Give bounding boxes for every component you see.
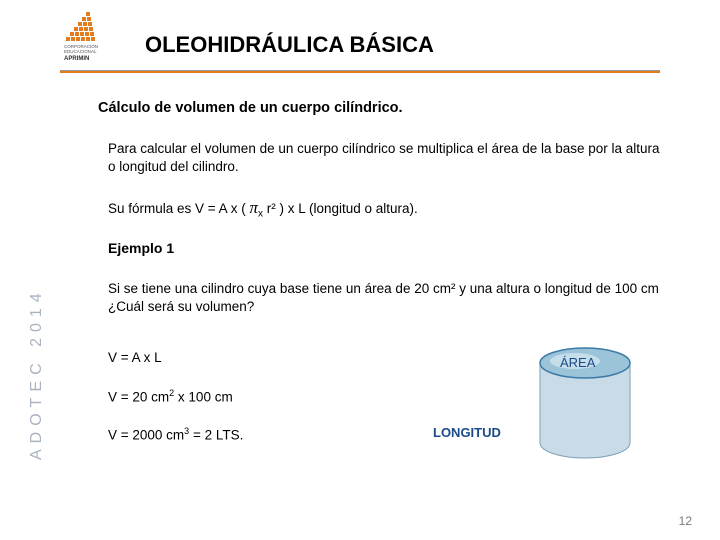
example-question: Si se tiene una cilindro cuya base tiene…	[108, 280, 668, 316]
subtitle: Cálculo de volumen de un cuerpo cilíndri…	[98, 100, 403, 116]
formula-prefix: Su fórmula es V = A x (	[108, 201, 249, 216]
formula-line: Su fórmula es V = A x ( πx r² ) x L (lon…	[108, 198, 418, 220]
longitud-label: LONGITUD	[433, 425, 501, 440]
eq2-part-a: V = 20 cm	[108, 390, 169, 405]
formula-suffix: r² ) x L (longitud o altura).	[263, 201, 418, 216]
eq2-part-b: x 100 cm	[174, 390, 233, 405]
page-number: 12	[679, 514, 692, 528]
pi-symbol: π	[249, 198, 258, 217]
area-label: ÁREA	[560, 355, 595, 370]
logo: CORPORACIÓN EDUCACIONAL APRIMIN	[60, 10, 120, 65]
equation-2: V = 20 cm2 x 100 cm	[108, 388, 233, 405]
side-watermark: ADOTEC 2014	[28, 287, 46, 460]
logo-text-2: EDUCACIONAL	[64, 49, 97, 54]
title-underline	[60, 70, 660, 73]
equation-1: V = A x L	[108, 350, 162, 365]
eq3-part-a: V = 2000 cm	[108, 428, 184, 443]
example-heading: Ejemplo 1	[108, 240, 174, 256]
eq3-part-b: = 2 LTS.	[189, 428, 243, 443]
page-title: OLEOHIDRÁULICA BÁSICA	[145, 32, 434, 58]
intro-paragraph: Para calcular el volumen de un cuerpo ci…	[108, 140, 668, 176]
equation-3: V = 2000 cm3 = 2 LTS.	[108, 426, 243, 443]
logo-text-3: APRIMIN	[64, 56, 89, 62]
